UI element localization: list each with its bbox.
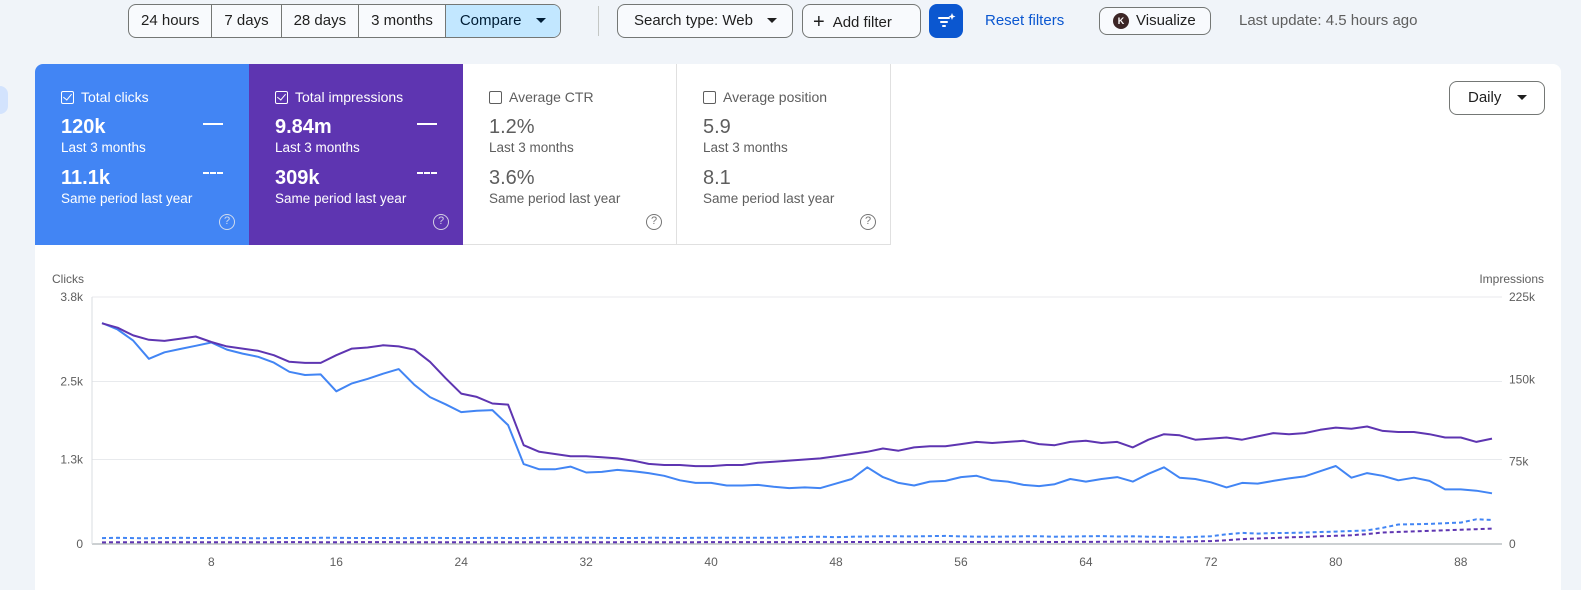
metric-period: Last 3 months (275, 140, 360, 155)
filter-sparkle-button[interactable] (929, 4, 963, 38)
metric-compare-value: 8.1 (703, 167, 731, 189)
metric-period: Last 3 months (61, 140, 146, 155)
series-line-clicks-prior (101, 518, 1493, 540)
range-3-months[interactable]: 3 months (359, 5, 446, 37)
x-tick-label: 80 (1329, 555, 1343, 569)
metric-card-average-position[interactable]: Average position 5.9 Last 3 months 8.1 S… (677, 64, 891, 245)
metric-card-header: Total impressions (275, 89, 463, 107)
solid-line-legend-icon (417, 123, 437, 125)
metric-compare-period: Same period last year (275, 191, 407, 206)
series-line-impressions-prior (101, 527, 1493, 544)
dashed-line-legend-icon (417, 172, 437, 174)
performance-chart[interactable]: Clicks Impressions 3.8k 2.5k 1.3k 0 225k 150k 75… (35, 64, 1561, 590)
metric-card-header: Total clicks (61, 89, 249, 107)
right-axis-title: Impressions (1479, 272, 1544, 286)
x-tick-label: 16 (330, 555, 344, 569)
metric-compare-period: Same period last year (489, 191, 621, 206)
x-tick-label: 32 (579, 555, 593, 569)
x-tick-label: 72 (1204, 555, 1218, 569)
metric-value: 120k (61, 116, 106, 138)
x-tick-label: 64 (1079, 555, 1093, 569)
performance-panel: Total clicks 120k Last 3 months 11.1k Sa… (35, 64, 1561, 590)
compare-dropdown[interactable]: Compare (445, 5, 560, 37)
metric-value: 1.2% (489, 116, 535, 138)
visualize-button[interactable]: K Visualize (1099, 7, 1211, 35)
reset-filters-link[interactable]: Reset filters (985, 12, 1065, 29)
granularity-label: Daily (1468, 89, 1502, 106)
metric-label: Average position (723, 89, 828, 105)
visualize-avatar-icon: K (1113, 13, 1129, 29)
help-icon[interactable]: ? (860, 214, 876, 230)
range-24-hours[interactable]: 24 hours (129, 5, 213, 37)
metric-label: Total impressions (295, 89, 404, 105)
range-28-days[interactable]: 28 days (282, 5, 360, 37)
metric-period: Last 3 months (703, 140, 788, 155)
metric-compare-period: Same period last year (61, 191, 193, 206)
metric-compare-period: Same period last year (703, 191, 835, 206)
metric-compare-value: 309k (275, 167, 320, 189)
help-icon[interactable]: ? (219, 214, 235, 230)
chevron-down-icon (535, 17, 546, 23)
metric-value: 9.84m (275, 116, 332, 138)
metric-label: Total clicks (81, 89, 149, 105)
metric-label: Average CTR (509, 89, 594, 105)
series-line-impressions (101, 322, 1493, 468)
left-tick-label: 2.5k (60, 375, 84, 389)
left-tick-label: 0 (76, 537, 83, 551)
x-tick-label: 88 (1454, 555, 1468, 569)
series-line-clicks (101, 322, 1493, 495)
side-panel-handle[interactable] (0, 86, 8, 114)
last-update-text: Last update: 4.5 hours ago (1239, 12, 1418, 29)
left-axis-title: Clicks (52, 272, 84, 286)
add-filter-label: Add filter (832, 14, 892, 31)
plus-icon: + (813, 11, 825, 33)
chevron-down-icon (766, 17, 777, 23)
toolbar-divider (598, 6, 599, 36)
x-tick-label: 48 (829, 555, 843, 569)
search-type-label: Search type: Web (634, 12, 753, 29)
metric-value: 5.9 (703, 116, 731, 138)
metric-card-header: Average position (703, 89, 890, 107)
checkbox-unchecked-icon[interactable] (703, 91, 716, 104)
x-tick-label: 56 (954, 555, 968, 569)
metric-card-total-impressions[interactable]: Total impressions 9.84m Last 3 months 30… (249, 64, 463, 245)
checkbox-checked-icon[interactable] (61, 91, 74, 104)
date-range-selector: 24 hours 7 days 28 days 3 months Compare (128, 4, 561, 38)
add-filter-button[interactable]: + Add filter (802, 4, 921, 38)
metric-compare-value: 3.6% (489, 167, 535, 189)
checkbox-unchecked-icon[interactable] (489, 91, 502, 104)
x-tick-label: 8 (208, 555, 215, 569)
x-tick-label: 24 (455, 555, 469, 569)
checkbox-checked-icon[interactable] (275, 91, 288, 104)
metric-card-total-clicks[interactable]: Total clicks 120k Last 3 months 11.1k Sa… (35, 64, 249, 245)
right-tick-label: 150k (1509, 372, 1536, 386)
left-tick-label: 1.3k (60, 453, 84, 467)
solid-line-legend-icon (203, 123, 223, 125)
compare-label: Compare (459, 12, 522, 29)
right-tick-label: 75k (1509, 455, 1529, 469)
toolbar: 24 hours 7 days 28 days 3 months Compare… (0, 0, 1581, 44)
x-tick-label: 40 (704, 555, 718, 569)
search-type-dropdown[interactable]: Search type: Web (617, 4, 793, 38)
metric-card-average-ctr[interactable]: Average CTR 1.2% Last 3 months 3.6% Same… (463, 64, 677, 245)
dashed-line-legend-icon (203, 172, 223, 174)
right-tick-label: 0 (1509, 537, 1516, 551)
right-tick-label: 225k (1509, 290, 1536, 304)
help-icon[interactable]: ? (433, 214, 449, 230)
help-icon[interactable]: ? (646, 214, 662, 230)
metric-compare-value: 11.1k (61, 167, 110, 189)
granularity-dropdown[interactable]: Daily (1449, 81, 1545, 115)
filter-sparkle-icon (938, 13, 956, 27)
left-tick-label: 3.8k (60, 290, 84, 304)
visualize-label: Visualize (1136, 12, 1196, 29)
metric-period: Last 3 months (489, 140, 574, 155)
metric-card-header: Average CTR (489, 89, 676, 107)
chevron-down-icon (1517, 94, 1528, 100)
range-7-days[interactable]: 7 days (212, 5, 282, 37)
